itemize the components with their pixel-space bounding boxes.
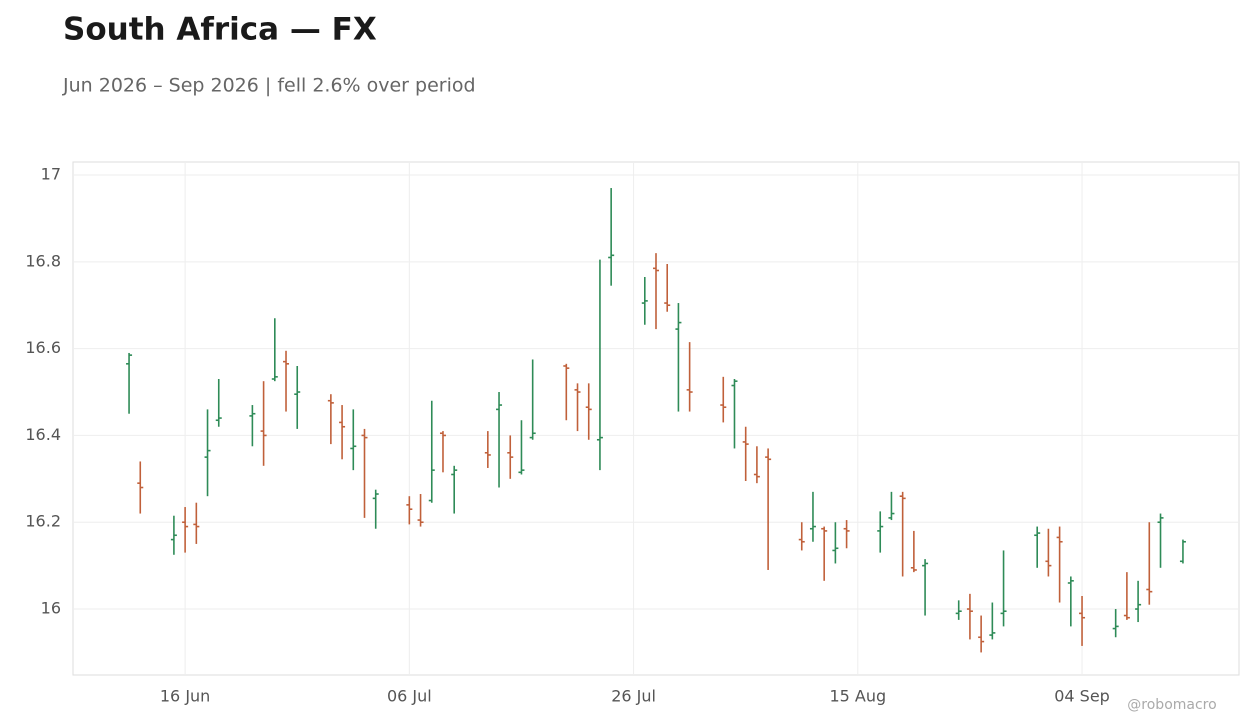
y-tick-label: 17 (41, 165, 61, 184)
y-tick-label: 16.2 (25, 512, 61, 531)
y-tick-label: 16.4 (25, 425, 61, 444)
chart-subtitle: Jun 2026 – Sep 2026 | fell 2.6% over per… (62, 75, 476, 97)
y-tick-label: 16 (41, 599, 61, 618)
x-tick-label: 16 Jun (160, 687, 210, 706)
y-tick-label: 16.6 (25, 338, 61, 357)
credit: @robomacro (1127, 697, 1216, 713)
x-tick-label: 15 Aug (829, 687, 886, 706)
x-tick-label: 26 Jul (611, 687, 656, 706)
x-tick-label: 04 Sep (1054, 687, 1110, 706)
plot-frame (72, 161, 1240, 676)
x-tick-label: 06 Jul (387, 687, 432, 706)
chart-title: South Africa — FX (63, 12, 377, 48)
y-tick-label: 16.8 (25, 251, 61, 270)
